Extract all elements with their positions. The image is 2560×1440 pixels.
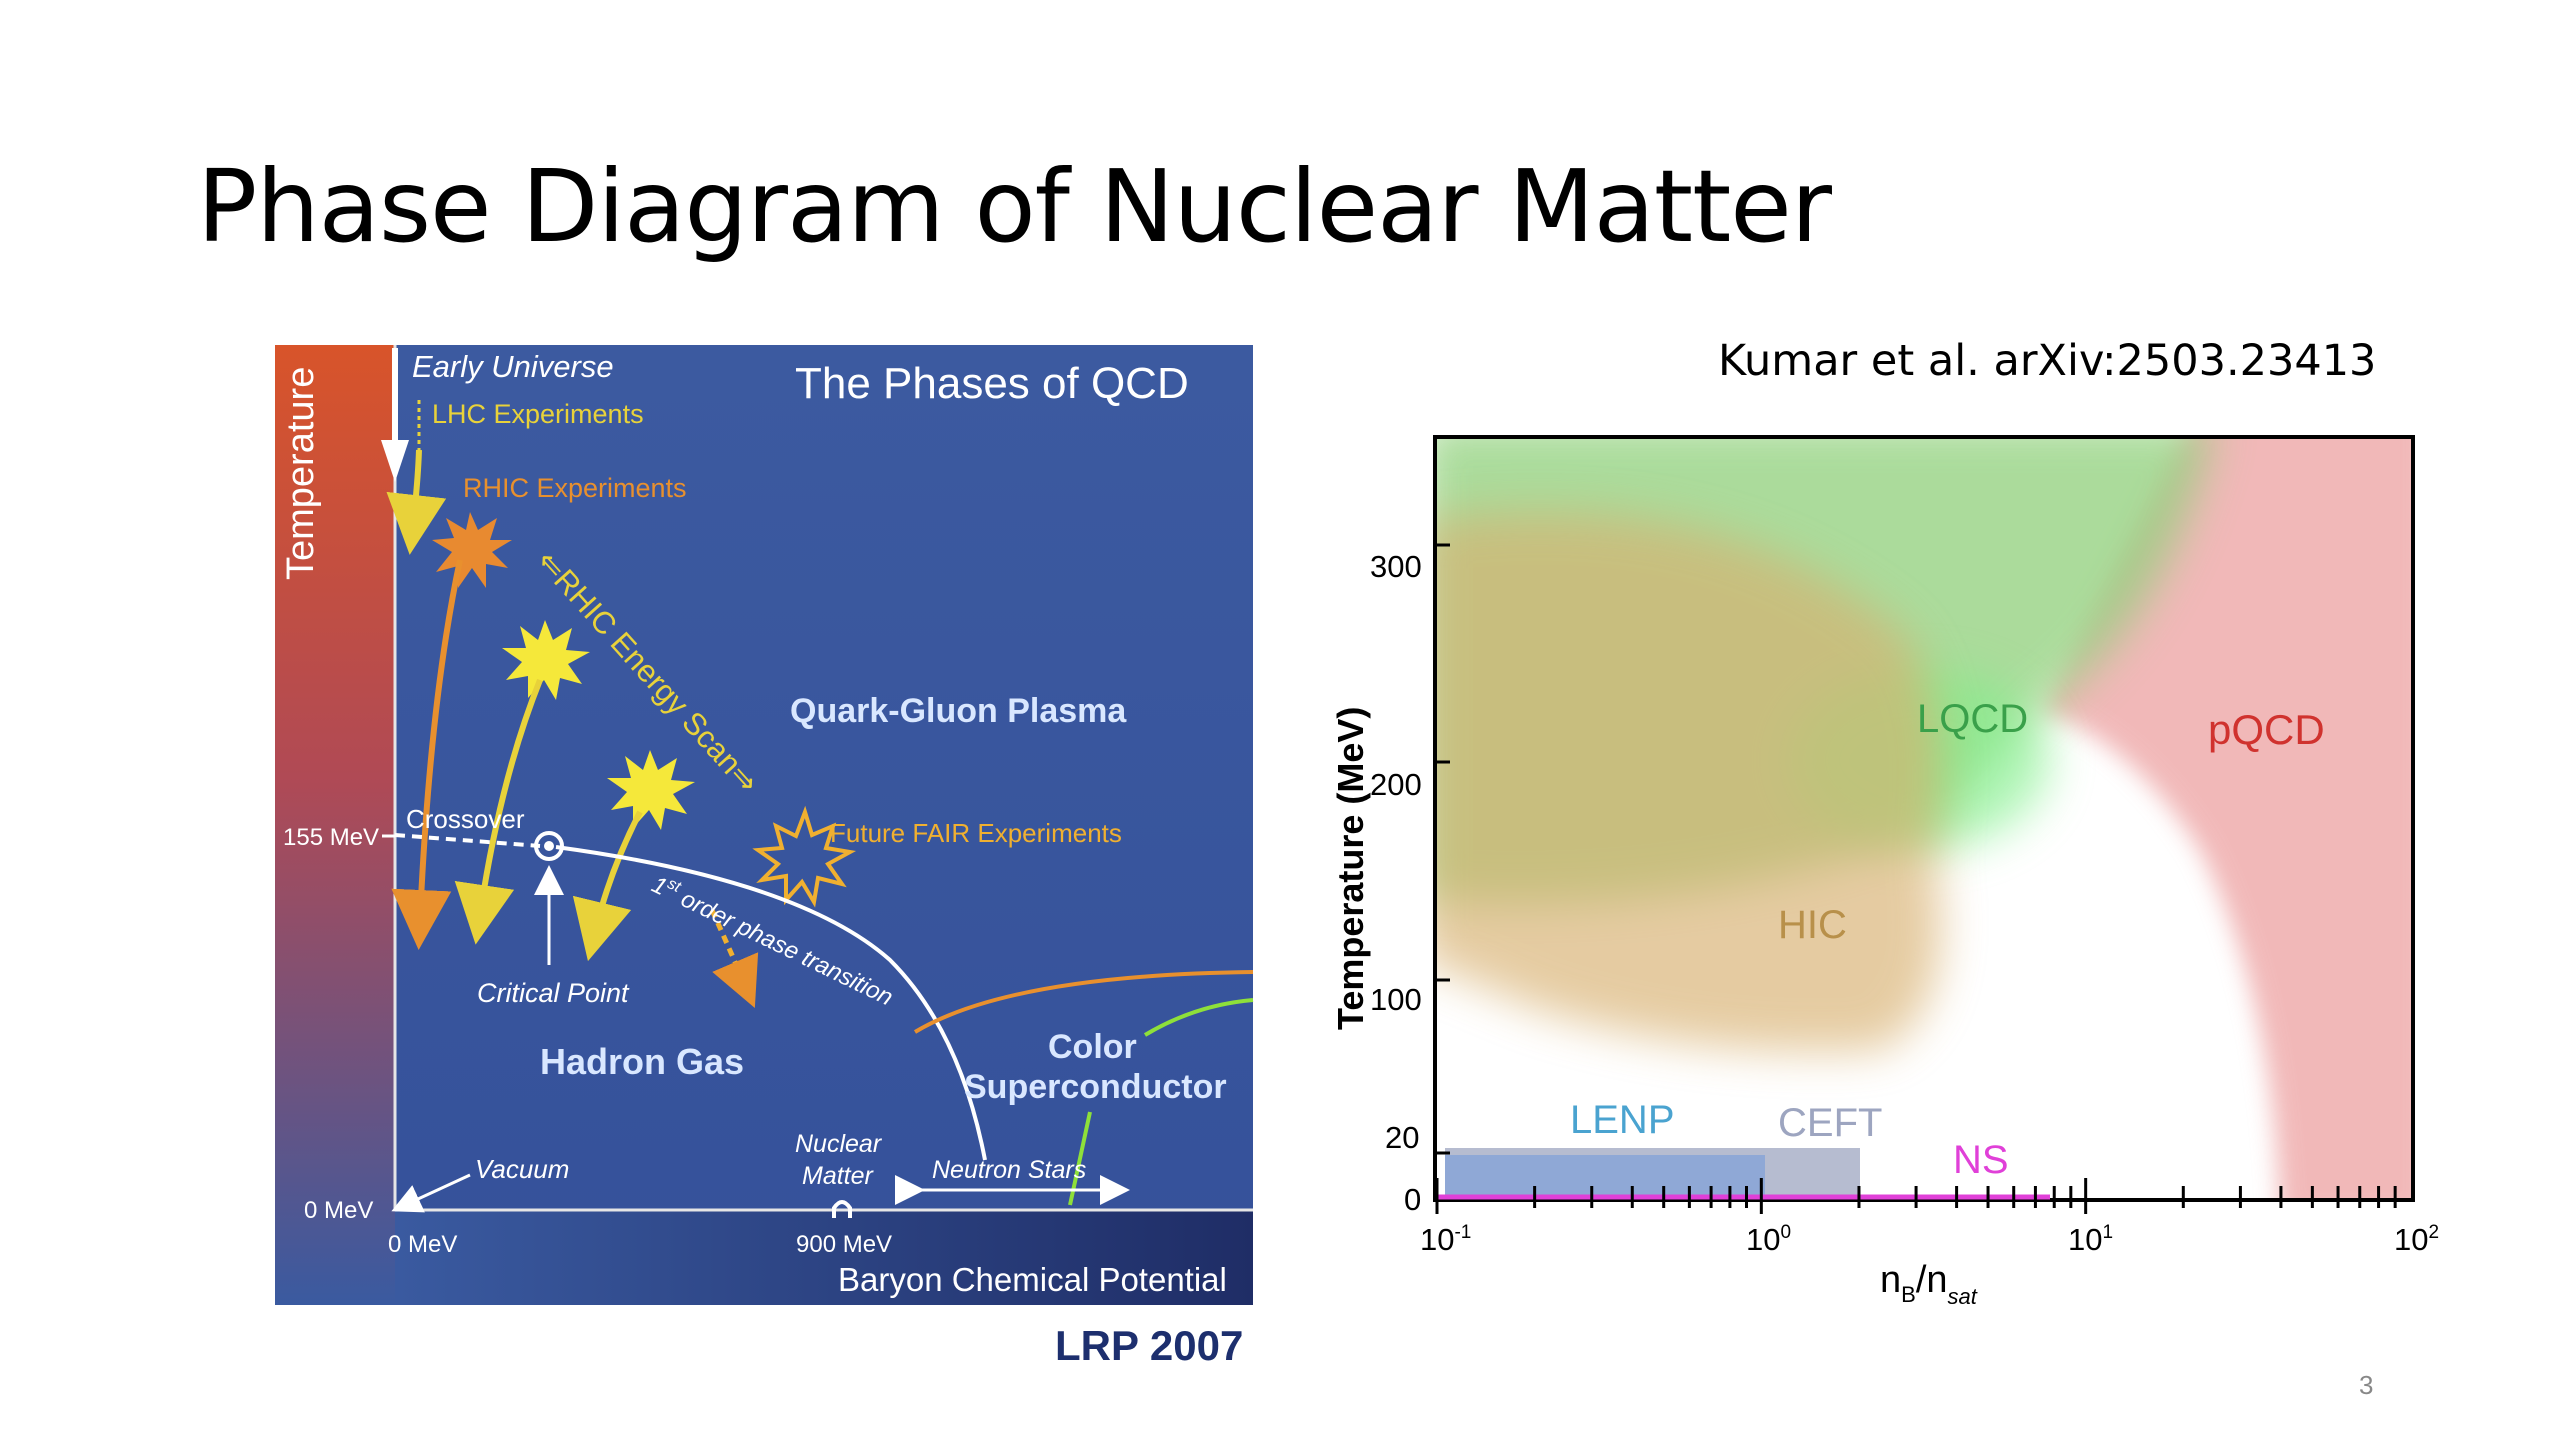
x-ticks bbox=[1435, 1178, 2397, 1214]
y-tick-155: 155 MeV bbox=[283, 824, 379, 851]
ns-label: NS bbox=[1953, 1138, 2009, 1182]
rhic-orange-arrow-1 bbox=[391, 559, 463, 950]
x-tick-1e0: 100 bbox=[1746, 1222, 1791, 1257]
bottom-strip bbox=[395, 1210, 1253, 1305]
crossover-line bbox=[394, 833, 541, 848]
x-tick-900: 900 MeV bbox=[796, 1231, 892, 1258]
nuclear-matter-label-1: Nuclear bbox=[795, 1130, 883, 1158]
color-label-line2: Superconductor bbox=[964, 1068, 1227, 1106]
fair-arrow bbox=[709, 908, 759, 1008]
color-label-line1: Color bbox=[1048, 1028, 1137, 1066]
crossover-label: Crossover bbox=[406, 804, 525, 834]
lqcd-label: LQCD bbox=[1917, 697, 2028, 741]
yellow-star-1 bbox=[502, 620, 590, 700]
pqcd-label: pQCD bbox=[2208, 706, 2325, 753]
fair-star bbox=[752, 805, 857, 908]
y-ticks bbox=[1435, 543, 1450, 1155]
critical-point-dot bbox=[544, 841, 554, 851]
lenp-region bbox=[1445, 1155, 1765, 1200]
color-sc-green-line bbox=[1143, 998, 1254, 1037]
kumar-x-label: nB/nsat bbox=[1880, 1259, 1978, 1309]
lrp-source-label: LRP 2007 bbox=[1055, 1322, 1244, 1369]
hic-region bbox=[1435, 511, 1943, 1052]
y-tick-100: 100 bbox=[1370, 982, 1422, 1017]
qcd-title: The Phases of QCD bbox=[795, 359, 1189, 408]
nuclear-matter-label-2: Matter bbox=[802, 1162, 875, 1190]
nuclear-matter-marker bbox=[832, 1200, 852, 1218]
kumar-chart: 300 200 100 20 0 10-1 100 101 102 Temper… bbox=[1330, 435, 2439, 1309]
x-tick-1e-1: 10-1 bbox=[1420, 1222, 1471, 1257]
pqcd-region bbox=[2040, 437, 2413, 1200]
temperature-bar bbox=[275, 345, 395, 1305]
reference-citation: Kumar et al. arXiv:2503.23413 bbox=[1718, 336, 2377, 386]
neutron-stars-label: Neutron Stars bbox=[932, 1156, 1086, 1184]
yellow-arrow-2 bbox=[572, 810, 643, 962]
lhc-label: LHC Experiments bbox=[432, 399, 644, 429]
x-tick-1e2: 102 bbox=[2394, 1222, 2439, 1257]
fair-label: Future FAIR Experiments bbox=[830, 818, 1122, 848]
early-universe-arrowhead bbox=[381, 440, 409, 482]
ceft-label: CEFT bbox=[1778, 1101, 1882, 1145]
lhc-arrow bbox=[386, 449, 447, 555]
qgp-label: Quark-Gluon Plasma bbox=[790, 692, 1127, 730]
kumar-y-label: Temperature (MeV) bbox=[1330, 707, 1371, 1030]
phase-transition-line bbox=[555, 845, 987, 1161]
qcd-temperature-label: Temperature bbox=[280, 367, 322, 580]
lenp-label: LENP bbox=[1570, 1098, 1675, 1142]
y-tick-20: 20 bbox=[1385, 1120, 1419, 1155]
x-tick-0: 0 MeV bbox=[388, 1231, 457, 1258]
y-tick-0: 0 bbox=[1404, 1182, 1421, 1217]
hic-label: HIC bbox=[1778, 903, 1847, 947]
slide-title: Phase Diagram of Nuclear Matter bbox=[197, 148, 1832, 265]
qcd-phase-diagram: Temperature Early Universe The Phases of… bbox=[275, 345, 1254, 1305]
y-tick-200: 200 bbox=[1370, 767, 1422, 802]
baryon-axis-label: Baryon Chemical Potential bbox=[838, 1261, 1227, 1298]
critical-point-label: Critical Point bbox=[477, 978, 630, 1008]
early-universe-label: Early Universe bbox=[412, 349, 614, 384]
plot-frame bbox=[1433, 435, 2415, 1202]
vacuum-arrow bbox=[391, 1173, 471, 1213]
y-tick-300: 300 bbox=[1370, 549, 1422, 584]
rhic-label: RHIC Experiments bbox=[463, 473, 687, 503]
yellow-arrow-1 bbox=[454, 678, 543, 945]
vacuum-label: Vacuum bbox=[475, 1154, 569, 1184]
critical-point-marker bbox=[534, 831, 564, 861]
hadron-gas-label: Hadron Gas bbox=[540, 1041, 744, 1082]
y-tick-0: 0 MeV bbox=[304, 1197, 373, 1224]
x-tick-1e1: 101 bbox=[2068, 1222, 2113, 1257]
rhic-star bbox=[432, 512, 512, 588]
page-number: 3 bbox=[2359, 1370, 2374, 1400]
yellow-star-2 bbox=[607, 750, 695, 830]
color-sc-orange-line bbox=[913, 970, 1254, 1034]
